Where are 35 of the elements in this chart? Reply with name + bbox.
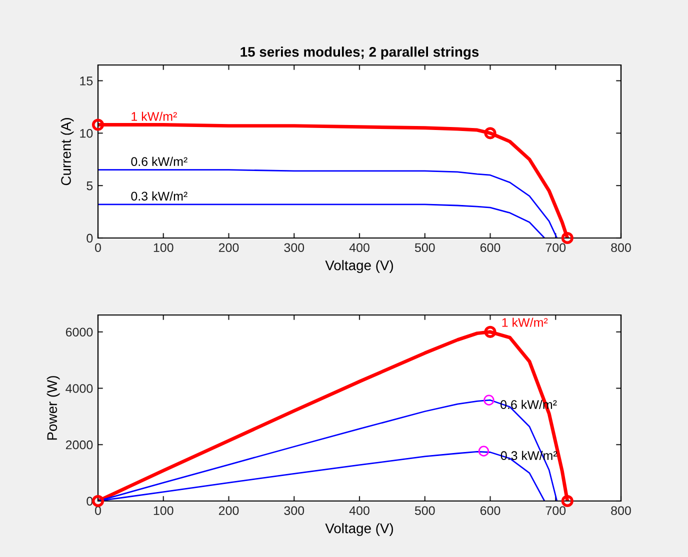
annotation: 0.3 kW/m² xyxy=(131,191,188,201)
x-tick-label: 100 xyxy=(154,506,174,516)
y-tick-label: 4000 xyxy=(66,384,93,393)
y-tick-label: 2000 xyxy=(66,440,93,450)
x-tick-label: 500 xyxy=(414,506,435,516)
x-tick-label: 300 xyxy=(284,506,304,516)
y-tick-label: 0 xyxy=(86,496,93,506)
x-tick-label: 200 xyxy=(218,243,239,252)
x-tick-label: 400 xyxy=(349,243,370,252)
y-tick-label: 0 xyxy=(86,234,93,243)
chart-title: 15 series modules; 2 parallel strings xyxy=(240,46,479,60)
x-tick-label: 0 xyxy=(95,506,101,516)
x-tick-label: 800 xyxy=(611,506,631,516)
x-tick-label: 300 xyxy=(284,243,304,252)
annotation: 0.6 kW/m² xyxy=(131,156,188,166)
y-tick-label: 15 xyxy=(80,76,93,86)
x-tick-label: 700 xyxy=(546,506,566,516)
x-tick-label: 600 xyxy=(480,243,500,252)
y-tick-label: 6000 xyxy=(66,328,93,337)
x-axis-title: Voltage (V) xyxy=(325,523,393,536)
x-tick-label: 200 xyxy=(218,506,239,516)
x-axis-title: Voltage (V) xyxy=(325,260,393,274)
annotation: 1 kW/m² xyxy=(132,112,177,121)
x-tick-label: 400 xyxy=(349,506,370,516)
annotation: 1 kW/m² xyxy=(502,318,548,327)
y-tick-label: 5 xyxy=(86,182,93,190)
x-tick-label: 600 xyxy=(480,506,500,516)
y-axis-title: Current (A) xyxy=(60,118,74,186)
y-tick-label: 10 xyxy=(80,128,93,138)
x-tick-label: 700 xyxy=(546,243,566,252)
x-tick-label: 100 xyxy=(154,243,174,252)
x-tick-label: 800 xyxy=(611,243,631,252)
x-tick-label: 0 xyxy=(95,243,101,252)
x-tick-label: 500 xyxy=(414,243,435,252)
y-axis-title: Power (W) xyxy=(46,376,60,440)
